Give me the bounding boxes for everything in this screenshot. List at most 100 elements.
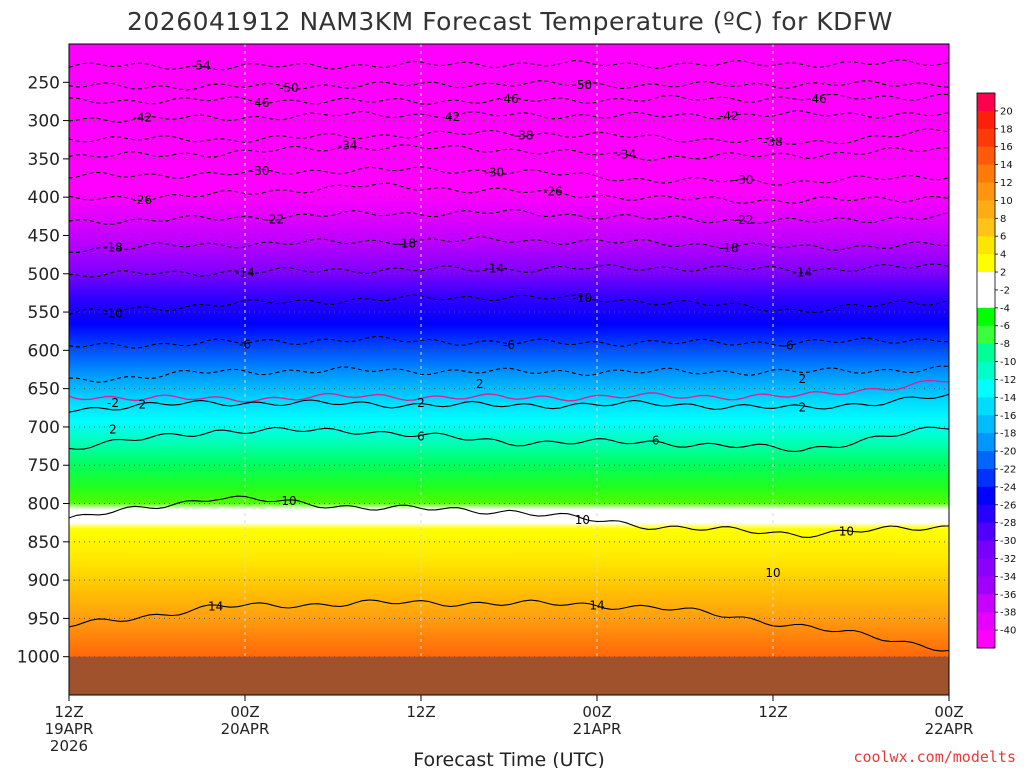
colorbar-swatch — [977, 200, 995, 219]
isotherm--14 — [69, 263, 949, 278]
y-tick-label: 250 — [28, 73, 60, 93]
plot-area: -54 -50 -50 -46 -46 -46 -42 -42 -42 -38 -38 -34 -34 -… — [69, 44, 949, 695]
colorbar-swatch — [977, 182, 995, 201]
colorbar-frame — [976, 92, 996, 649]
isotherm-label: 14 — [589, 598, 604, 612]
isotherm-0 — [69, 379, 949, 403]
colorbar-label: -40 — [1000, 626, 1016, 637]
isotherm-label: -46 — [499, 92, 519, 106]
isotherm-label: -42 — [719, 109, 739, 123]
colorbar-swatch — [977, 415, 995, 434]
y-tick-label: 650 — [28, 380, 60, 400]
x-tick-label: 21APR — [573, 720, 622, 738]
isotherm-label: -10 — [573, 291, 593, 305]
colorbar-label: -20 — [1000, 447, 1016, 458]
y-tick-label: 950 — [28, 609, 60, 629]
isotherm-label: 10 — [575, 513, 590, 527]
colorbar-swatch — [977, 576, 995, 595]
isotherm-label: 2 — [799, 372, 807, 386]
isotherm-label: 6 — [652, 434, 660, 448]
isotherm-10 — [69, 495, 949, 538]
isotherm-label: -38 — [763, 135, 783, 149]
isotherm--18 — [69, 236, 949, 254]
colorbar-swatch — [977, 325, 995, 345]
colorbar-label: -18 — [1000, 429, 1016, 440]
x-tick-label: 2026 — [50, 737, 88, 755]
x-tick-label: 12Z — [54, 703, 83, 721]
isotherm-label: -34 — [617, 148, 637, 162]
colorbar-label: -28 — [1000, 518, 1016, 529]
y-tick-label: 450 — [28, 226, 60, 246]
colorbar-label: -4 — [1000, 303, 1010, 314]
colorbar-label: 18 — [1000, 124, 1013, 135]
isotherm-6 — [69, 426, 949, 453]
isotherm-label: -18 — [103, 241, 123, 255]
isotherm-label: -38 — [514, 129, 534, 143]
colorbar-label: 6 — [1000, 232, 1006, 243]
isotherm-label: -42 — [133, 110, 153, 124]
y-tick-label: 900 — [28, 571, 60, 591]
isotherm-label: -22 — [265, 212, 285, 226]
colorbar-label: -34 — [1000, 572, 1016, 583]
isotherm--6 — [69, 335, 949, 349]
colorbar-swatch — [977, 272, 995, 291]
isotherm-label: -46 — [250, 96, 270, 110]
isotherm-label: -14 — [793, 266, 813, 280]
isotherm-label: -14 — [485, 261, 505, 275]
source-credit[interactable]: coolwx.com/modelts — [853, 748, 1016, 766]
isotherm-label: -30 — [734, 173, 754, 187]
isotherm-label: -54 — [191, 58, 211, 72]
isotherm-label: 2 — [139, 397, 147, 411]
isotherm-label: -6 — [239, 338, 251, 352]
isotherm-label: -2 — [107, 396, 119, 410]
isotherm-label: -26 — [543, 185, 563, 199]
colorbar-swatch — [977, 289, 995, 309]
x-tick-label: 12Z — [406, 703, 435, 721]
isotherm--38 — [69, 128, 949, 145]
y-tick-label: 800 — [28, 495, 60, 515]
y-tick-label: 1000 — [17, 648, 60, 668]
isotherm-label: 2 — [417, 396, 425, 410]
colorbar-label: 2 — [1000, 268, 1006, 279]
colorbar-swatch — [977, 236, 995, 255]
x-tick-label: 22APR — [925, 720, 974, 738]
colorbar-swatch — [977, 486, 995, 506]
colorbar-swatch — [977, 504, 995, 524]
x-tick-label: 20APR — [221, 720, 270, 738]
colorbar-label: -8 — [1000, 339, 1010, 350]
colorbar-swatch — [977, 558, 995, 577]
colorbar-label: 10 — [1000, 196, 1013, 207]
colorbar-swatch — [977, 379, 995, 398]
isotherm--22 — [69, 208, 949, 225]
isotherm-label: 2 — [109, 423, 117, 437]
colorbar-swatch — [977, 612, 995, 631]
isotherm-label: -50 — [573, 78, 593, 92]
isotherm-2 — [69, 393, 949, 413]
isotherm-label: -18 — [397, 236, 417, 250]
plot-frame — [68, 43, 950, 696]
isotherm-label: 6 — [417, 430, 425, 444]
colorbar-swatch — [977, 93, 995, 112]
x-tick-label: 19APR — [45, 720, 94, 738]
isotherm-label: -18 — [719, 241, 739, 255]
colorbar: 20 18 16 14 12 10 8 6 4 2 -2 -4 -6 -8 -10 -12 -14 -16 -18 -… — [976, 92, 1016, 649]
colorbar-swatch — [977, 128, 995, 148]
colorbar-label: 8 — [1000, 214, 1006, 225]
colorbar-label: 12 — [1000, 178, 1013, 189]
isotherm--10 — [69, 294, 949, 316]
isotherm-label: 10 — [281, 494, 296, 508]
isotherm-label: 2 — [799, 400, 807, 414]
y-tick-label: 350 — [28, 150, 60, 170]
colorbar-label: -30 — [1000, 536, 1016, 547]
colorbar-swatch — [977, 433, 995, 452]
isotherm-label: 10 — [765, 566, 780, 580]
colorbar-label: -12 — [1000, 375, 1016, 386]
colorbar-label: 20 — [1000, 106, 1013, 117]
colorbar-label: -22 — [1000, 464, 1016, 475]
isotherm-label: -34 — [338, 139, 358, 153]
colorbar-swatch — [977, 397, 995, 416]
x-tick-label: 00Z — [934, 703, 963, 721]
colorbar-swatch — [977, 146, 995, 166]
isotherm--50 — [69, 80, 949, 91]
